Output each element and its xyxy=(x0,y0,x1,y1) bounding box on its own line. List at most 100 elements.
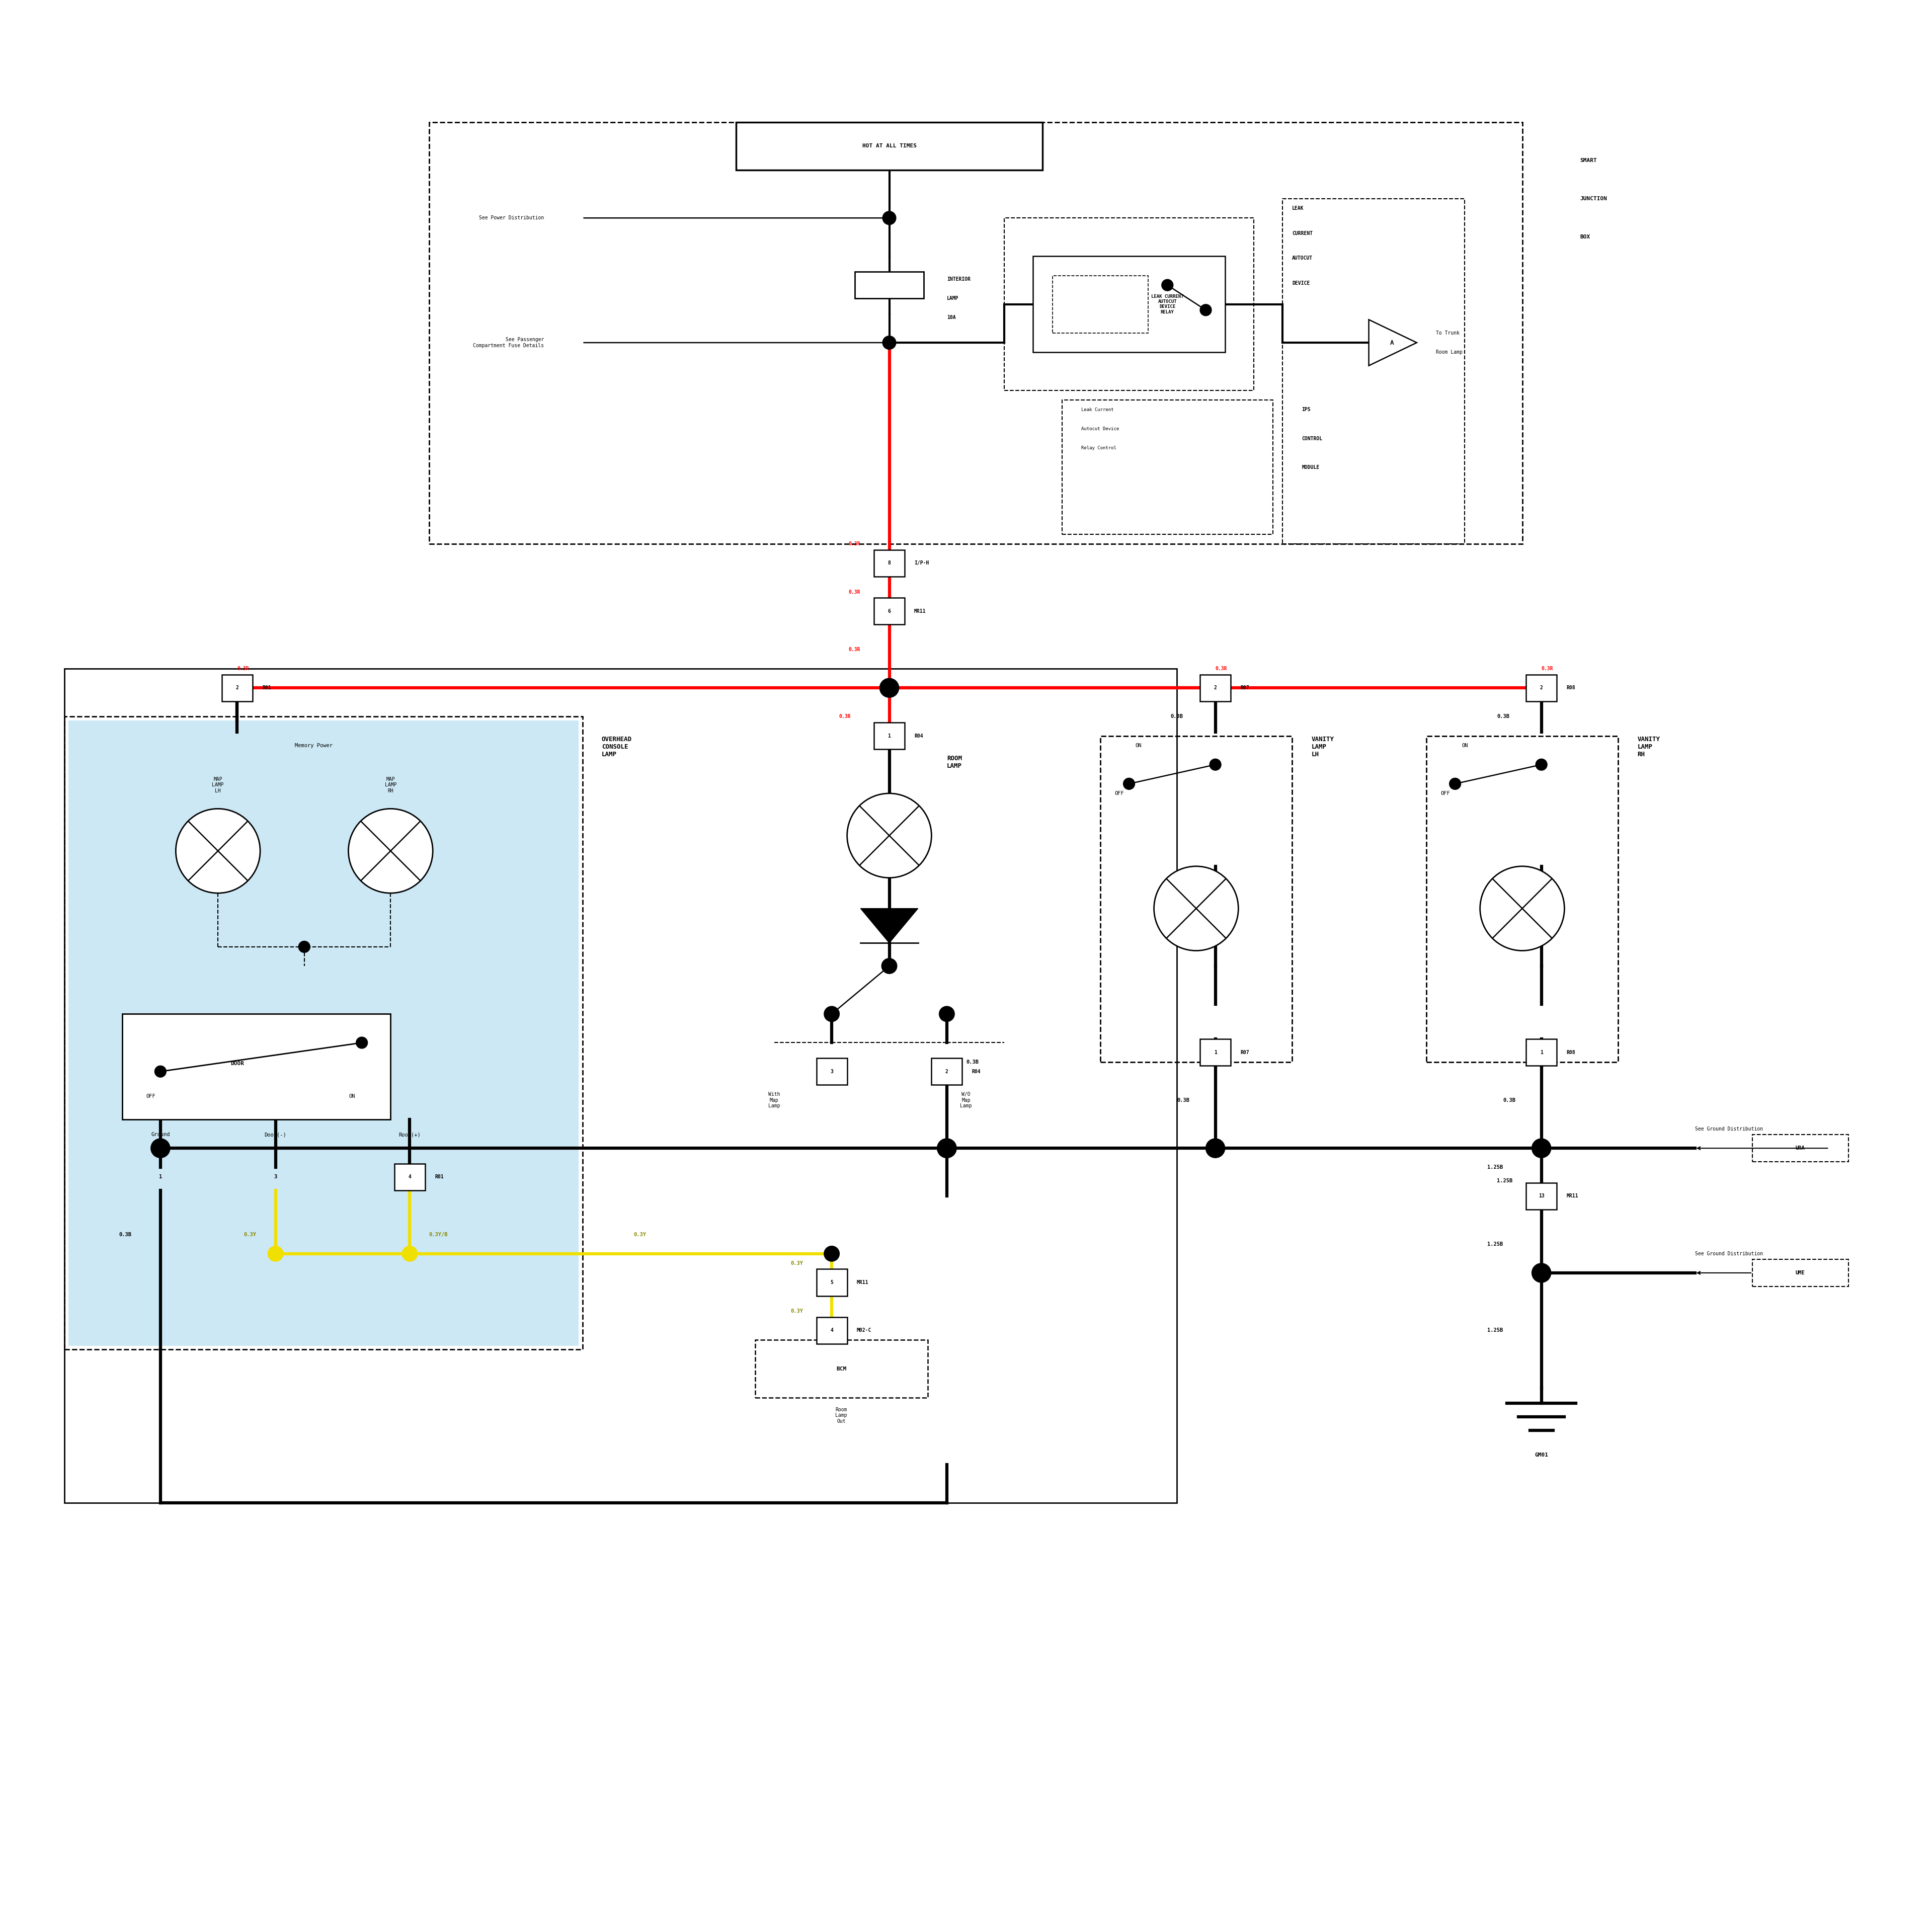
Text: 0.3Y: 0.3Y xyxy=(243,1233,257,1236)
Text: Room Lamp: Room Lamp xyxy=(1435,350,1463,355)
Bar xyxy=(817,1318,846,1345)
Bar xyxy=(64,717,582,1350)
Circle shape xyxy=(1536,759,1548,771)
Text: R04: R04 xyxy=(914,734,923,738)
Circle shape xyxy=(402,1246,417,1262)
Bar xyxy=(1099,736,1293,1063)
Text: I/P-H: I/P-H xyxy=(914,560,929,566)
Text: OFF: OFF xyxy=(147,1094,156,1099)
Text: 5: 5 xyxy=(831,1281,833,1285)
Text: Door(-): Door(-) xyxy=(265,1132,286,1138)
Text: To Trunk: To Trunk xyxy=(1435,330,1459,336)
Circle shape xyxy=(1122,779,1134,790)
Text: CONTROL: CONTROL xyxy=(1302,437,1321,440)
Bar xyxy=(736,122,1043,170)
Circle shape xyxy=(1206,1138,1225,1157)
Text: ON: ON xyxy=(1136,744,1142,748)
Text: 0.3R: 0.3R xyxy=(848,589,860,595)
Text: 0.3B: 0.3B xyxy=(1503,1097,1515,1103)
Circle shape xyxy=(825,1246,838,1262)
Text: 0.3B: 0.3B xyxy=(1171,715,1182,719)
Text: DOOR: DOOR xyxy=(230,1061,243,1066)
Circle shape xyxy=(355,1037,367,1049)
Text: R08: R08 xyxy=(1567,1049,1575,1055)
Circle shape xyxy=(151,1138,170,1157)
Text: LEAK: LEAK xyxy=(1293,207,1304,211)
Text: 4: 4 xyxy=(831,1327,833,1333)
Text: BCM: BCM xyxy=(837,1366,846,1372)
Text: Relay Control: Relay Control xyxy=(1082,446,1117,450)
Text: 1: 1 xyxy=(1213,1049,1217,1055)
Circle shape xyxy=(937,1138,956,1157)
Circle shape xyxy=(155,1066,166,1078)
Circle shape xyxy=(1153,866,1238,951)
Bar xyxy=(1752,1260,1849,1287)
Text: 1: 1 xyxy=(158,1175,162,1180)
Text: M02-C: M02-C xyxy=(856,1327,871,1333)
Text: See Ground Distribution: See Ground Distribution xyxy=(1694,1126,1762,1132)
Text: CURRENT: CURRENT xyxy=(1293,230,1312,236)
Text: MAP
LAMP
RH: MAP LAMP RH xyxy=(384,777,396,794)
Text: 0.3Y: 0.3Y xyxy=(790,1262,804,1265)
Bar xyxy=(854,272,923,299)
Text: 13: 13 xyxy=(1538,1194,1544,1198)
Circle shape xyxy=(1532,678,1551,697)
Bar xyxy=(1200,674,1231,701)
Bar xyxy=(1034,257,1225,352)
Bar xyxy=(122,1014,390,1119)
Text: HOT AT ALL TIMES: HOT AT ALL TIMES xyxy=(862,143,916,149)
Bar xyxy=(1005,218,1254,390)
Text: R07: R07 xyxy=(1240,1049,1250,1055)
Bar xyxy=(1053,276,1148,332)
Bar xyxy=(755,1341,927,1397)
Circle shape xyxy=(883,211,896,224)
Text: Room(+): Room(+) xyxy=(398,1132,421,1138)
Bar xyxy=(68,721,578,1347)
Text: 1: 1 xyxy=(889,734,891,738)
Text: See Power Distribution: See Power Distribution xyxy=(479,216,545,220)
Text: See Passenger
Compartment Fuse Details: See Passenger Compartment Fuse Details xyxy=(473,338,545,348)
Text: W/O
Map
Lamp: W/O Map Lamp xyxy=(960,1092,972,1109)
Text: 1.25B: 1.25B xyxy=(1488,1327,1503,1333)
Text: ROOM
LAMP: ROOM LAMP xyxy=(947,755,962,769)
Text: LEAK CURRENT
AUTOCUT
DEVICE
RELAY: LEAK CURRENT AUTOCUT DEVICE RELAY xyxy=(1151,294,1184,315)
Text: R01: R01 xyxy=(435,1175,444,1180)
Circle shape xyxy=(879,678,898,697)
Text: 0.3B: 0.3B xyxy=(1177,1097,1190,1103)
Polygon shape xyxy=(860,908,918,943)
Circle shape xyxy=(846,794,931,877)
Text: AUTOCUT: AUTOCUT xyxy=(1293,255,1312,261)
Text: 0.3R: 0.3R xyxy=(1542,667,1553,670)
Text: With
Map
Lamp: With Map Lamp xyxy=(769,1092,781,1109)
Text: 0.3R: 0.3R xyxy=(1215,667,1227,670)
Text: BOX: BOX xyxy=(1580,234,1590,240)
Text: 2: 2 xyxy=(945,1068,949,1074)
Text: R01: R01 xyxy=(263,686,270,690)
Bar xyxy=(1526,1182,1557,1209)
Text: 0.3R: 0.3R xyxy=(848,541,860,547)
Text: Leak Current: Leak Current xyxy=(1082,408,1113,412)
Circle shape xyxy=(825,1007,838,1022)
Text: 2: 2 xyxy=(1213,686,1217,690)
Circle shape xyxy=(1449,779,1461,790)
Text: 0.3Y: 0.3Y xyxy=(634,1233,645,1236)
Text: 0.3R: 0.3R xyxy=(838,715,850,719)
Text: VANITY
LAMP
RH: VANITY LAMP RH xyxy=(1636,736,1660,757)
Text: MR11: MR11 xyxy=(856,1281,869,1285)
Circle shape xyxy=(883,336,896,350)
Text: 4: 4 xyxy=(408,1175,412,1180)
Text: See Ground Distribution: See Ground Distribution xyxy=(1694,1252,1762,1256)
Text: 1.25B: 1.25B xyxy=(1497,1179,1513,1182)
Bar xyxy=(1200,1039,1231,1066)
Bar xyxy=(1063,400,1273,535)
Text: INTERIOR: INTERIOR xyxy=(947,276,970,282)
Circle shape xyxy=(176,810,261,893)
Circle shape xyxy=(1532,1138,1551,1157)
Text: 3: 3 xyxy=(274,1175,276,1180)
Text: Memory Power: Memory Power xyxy=(296,744,332,748)
Text: A: A xyxy=(1389,340,1393,346)
Text: 3: 3 xyxy=(831,1068,833,1074)
Text: 0.3Y: 0.3Y xyxy=(790,1308,804,1314)
Bar xyxy=(222,674,253,701)
Circle shape xyxy=(299,941,309,952)
